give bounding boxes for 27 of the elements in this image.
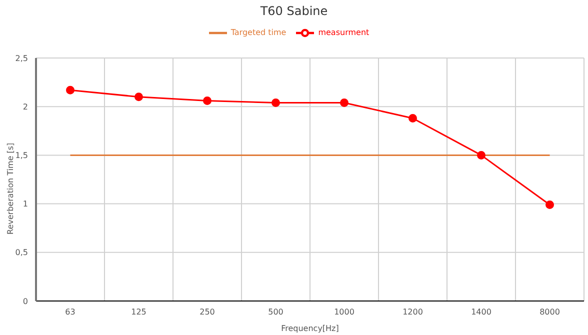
y-tick-label: 0,5 — [15, 248, 28, 258]
legend-label: Targeted time — [230, 28, 286, 38]
y-tick-label: 1,5 — [15, 151, 28, 160]
x-tick-label: 250 — [200, 308, 215, 317]
point — [340, 98, 348, 107]
x-tick-label: 1400 — [471, 308, 492, 317]
x-tick-label: 1000 — [334, 308, 354, 317]
x-tick-label: 125 — [131, 308, 146, 317]
y-axis-title: Reverberation Time [s] — [6, 142, 15, 234]
x-tick-label: 500 — [268, 308, 284, 317]
y-tick-label: 1 — [22, 200, 28, 209]
point — [66, 86, 74, 94]
chart-title: T60 Sabine — [259, 4, 329, 18]
point — [134, 92, 143, 102]
x-tick-label: 8000 — [540, 308, 560, 317]
x-tick-label: 1200 — [402, 308, 423, 317]
point — [477, 150, 486, 160]
point — [203, 96, 212, 106]
legend-label: measurment — [318, 28, 370, 38]
y-tick-label: 2,5 — [15, 54, 28, 63]
x-tick-label: 63 — [65, 308, 76, 317]
y-tick-label: 2 — [22, 102, 28, 112]
point — [546, 200, 554, 210]
x-axis-title: Frequency[Hz] — [281, 324, 339, 333]
y-tick-label: 0 — [22, 296, 28, 306]
point — [408, 114, 417, 123]
point — [272, 98, 280, 107]
